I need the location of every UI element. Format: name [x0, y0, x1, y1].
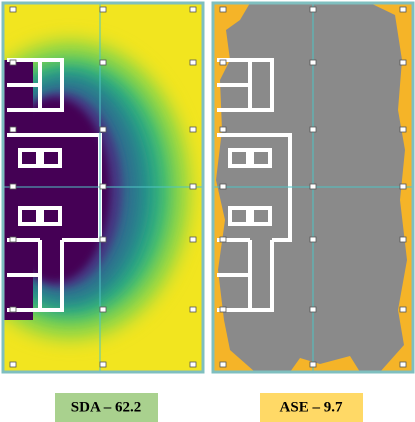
sensor	[399, 126, 407, 133]
sensor	[399, 183, 407, 190]
sensor	[9, 183, 17, 190]
sensor	[99, 6, 107, 13]
sensor	[399, 361, 407, 368]
sensor	[219, 126, 227, 133]
sensor	[219, 306, 227, 313]
sensors	[9, 6, 407, 368]
sensor	[399, 59, 407, 66]
sensor	[219, 6, 227, 13]
sensor	[99, 306, 107, 313]
sensor	[189, 6, 197, 13]
sda-label: SDA – 62.2	[71, 399, 141, 415]
sensor	[219, 183, 227, 190]
ase-walls	[217, 58, 292, 312]
ase-label: ASE – 9.7	[280, 399, 343, 415]
sensor	[189, 236, 197, 243]
sensor	[399, 6, 407, 13]
sensor	[309, 126, 317, 133]
sensor	[99, 126, 107, 133]
sensor	[399, 306, 407, 313]
sensor	[219, 361, 227, 368]
sensor	[309, 306, 317, 313]
sensor	[99, 183, 107, 190]
sensor	[399, 236, 407, 243]
sensor	[219, 236, 227, 243]
sensor	[309, 59, 317, 66]
sensor	[99, 236, 107, 243]
sensor	[9, 59, 17, 66]
sensor	[9, 236, 17, 243]
sensor	[309, 361, 317, 368]
sensor	[9, 126, 17, 133]
sensor	[219, 59, 227, 66]
sensor	[189, 306, 197, 313]
sensor	[189, 361, 197, 368]
sensor	[9, 361, 17, 368]
sensor	[189, 126, 197, 133]
sensor	[309, 183, 317, 190]
sensor	[9, 306, 17, 313]
sensor	[99, 59, 107, 66]
sda-label-box	[55, 393, 158, 422]
ase-label-box	[260, 393, 363, 422]
sensor	[9, 6, 17, 13]
sensor	[189, 59, 197, 66]
sensor	[99, 361, 107, 368]
sensor	[309, 236, 317, 243]
sensor	[309, 6, 317, 13]
sensor	[189, 183, 197, 190]
